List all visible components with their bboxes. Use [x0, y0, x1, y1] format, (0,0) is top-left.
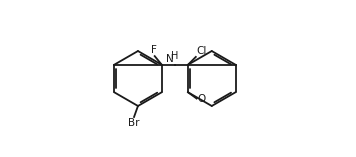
- Text: F: F: [151, 45, 157, 55]
- Text: O: O: [197, 94, 205, 104]
- Text: N: N: [166, 54, 174, 63]
- Text: H: H: [171, 51, 179, 61]
- Text: Cl: Cl: [196, 46, 206, 56]
- Text: Br: Br: [128, 118, 140, 128]
